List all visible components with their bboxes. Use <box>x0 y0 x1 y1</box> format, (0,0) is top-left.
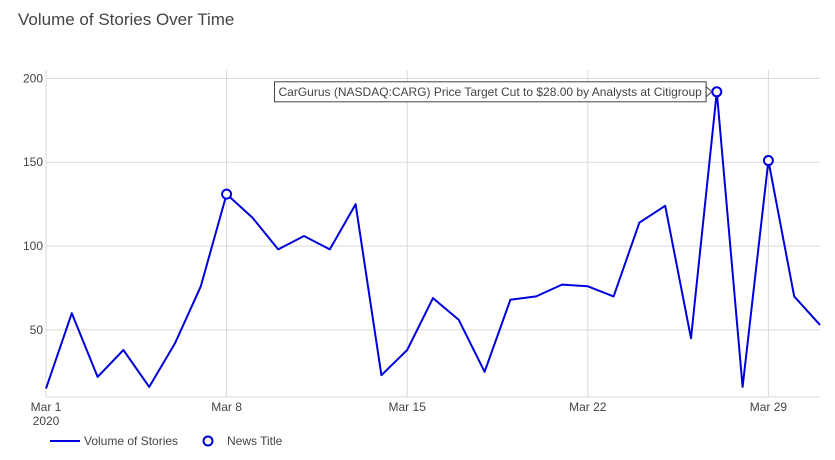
x-tick-label: Mar 8 <box>211 400 242 414</box>
legend-label-news: News Title <box>227 434 283 448</box>
legend-marker-swatch <box>202 435 214 447</box>
marker-layer <box>221 86 774 200</box>
x-tick-label: Mar 22 <box>569 400 607 414</box>
x-tick-label: Mar 15 <box>389 400 427 414</box>
x-tick-label: Mar 1 <box>31 400 62 414</box>
annotation-layer: CarGurus (NASDAQ:CARG) Price Target Cut … <box>274 81 713 103</box>
x-tick-year-label: 2020 <box>33 414 60 428</box>
legend-label-volume: Volume of Stories <box>84 434 178 448</box>
y-tick-label: 150 <box>23 155 43 169</box>
news-title-marker <box>221 188 233 200</box>
series-line <box>45 90 821 389</box>
x-tick-label: Mar 29 <box>750 400 788 414</box>
y-axis: 50 100 150 200 <box>23 71 43 337</box>
annotation-text: CarGurus (NASDAQ:CARG) Price Target Cut … <box>279 85 703 99</box>
news-title-marker <box>711 86 723 98</box>
legend[interactable]: Volume of Stories News Title <box>50 434 283 448</box>
chart-title: Volume of Stories Over Time <box>18 10 234 29</box>
news-title-marker <box>762 155 774 167</box>
y-tick-label: 200 <box>23 71 43 85</box>
y-tick-label: 100 <box>23 239 43 253</box>
grid <box>45 70 820 398</box>
series-layer <box>45 90 821 389</box>
y-tick-label: 50 <box>30 323 44 337</box>
annotation-pointer <box>705 85 713 98</box>
